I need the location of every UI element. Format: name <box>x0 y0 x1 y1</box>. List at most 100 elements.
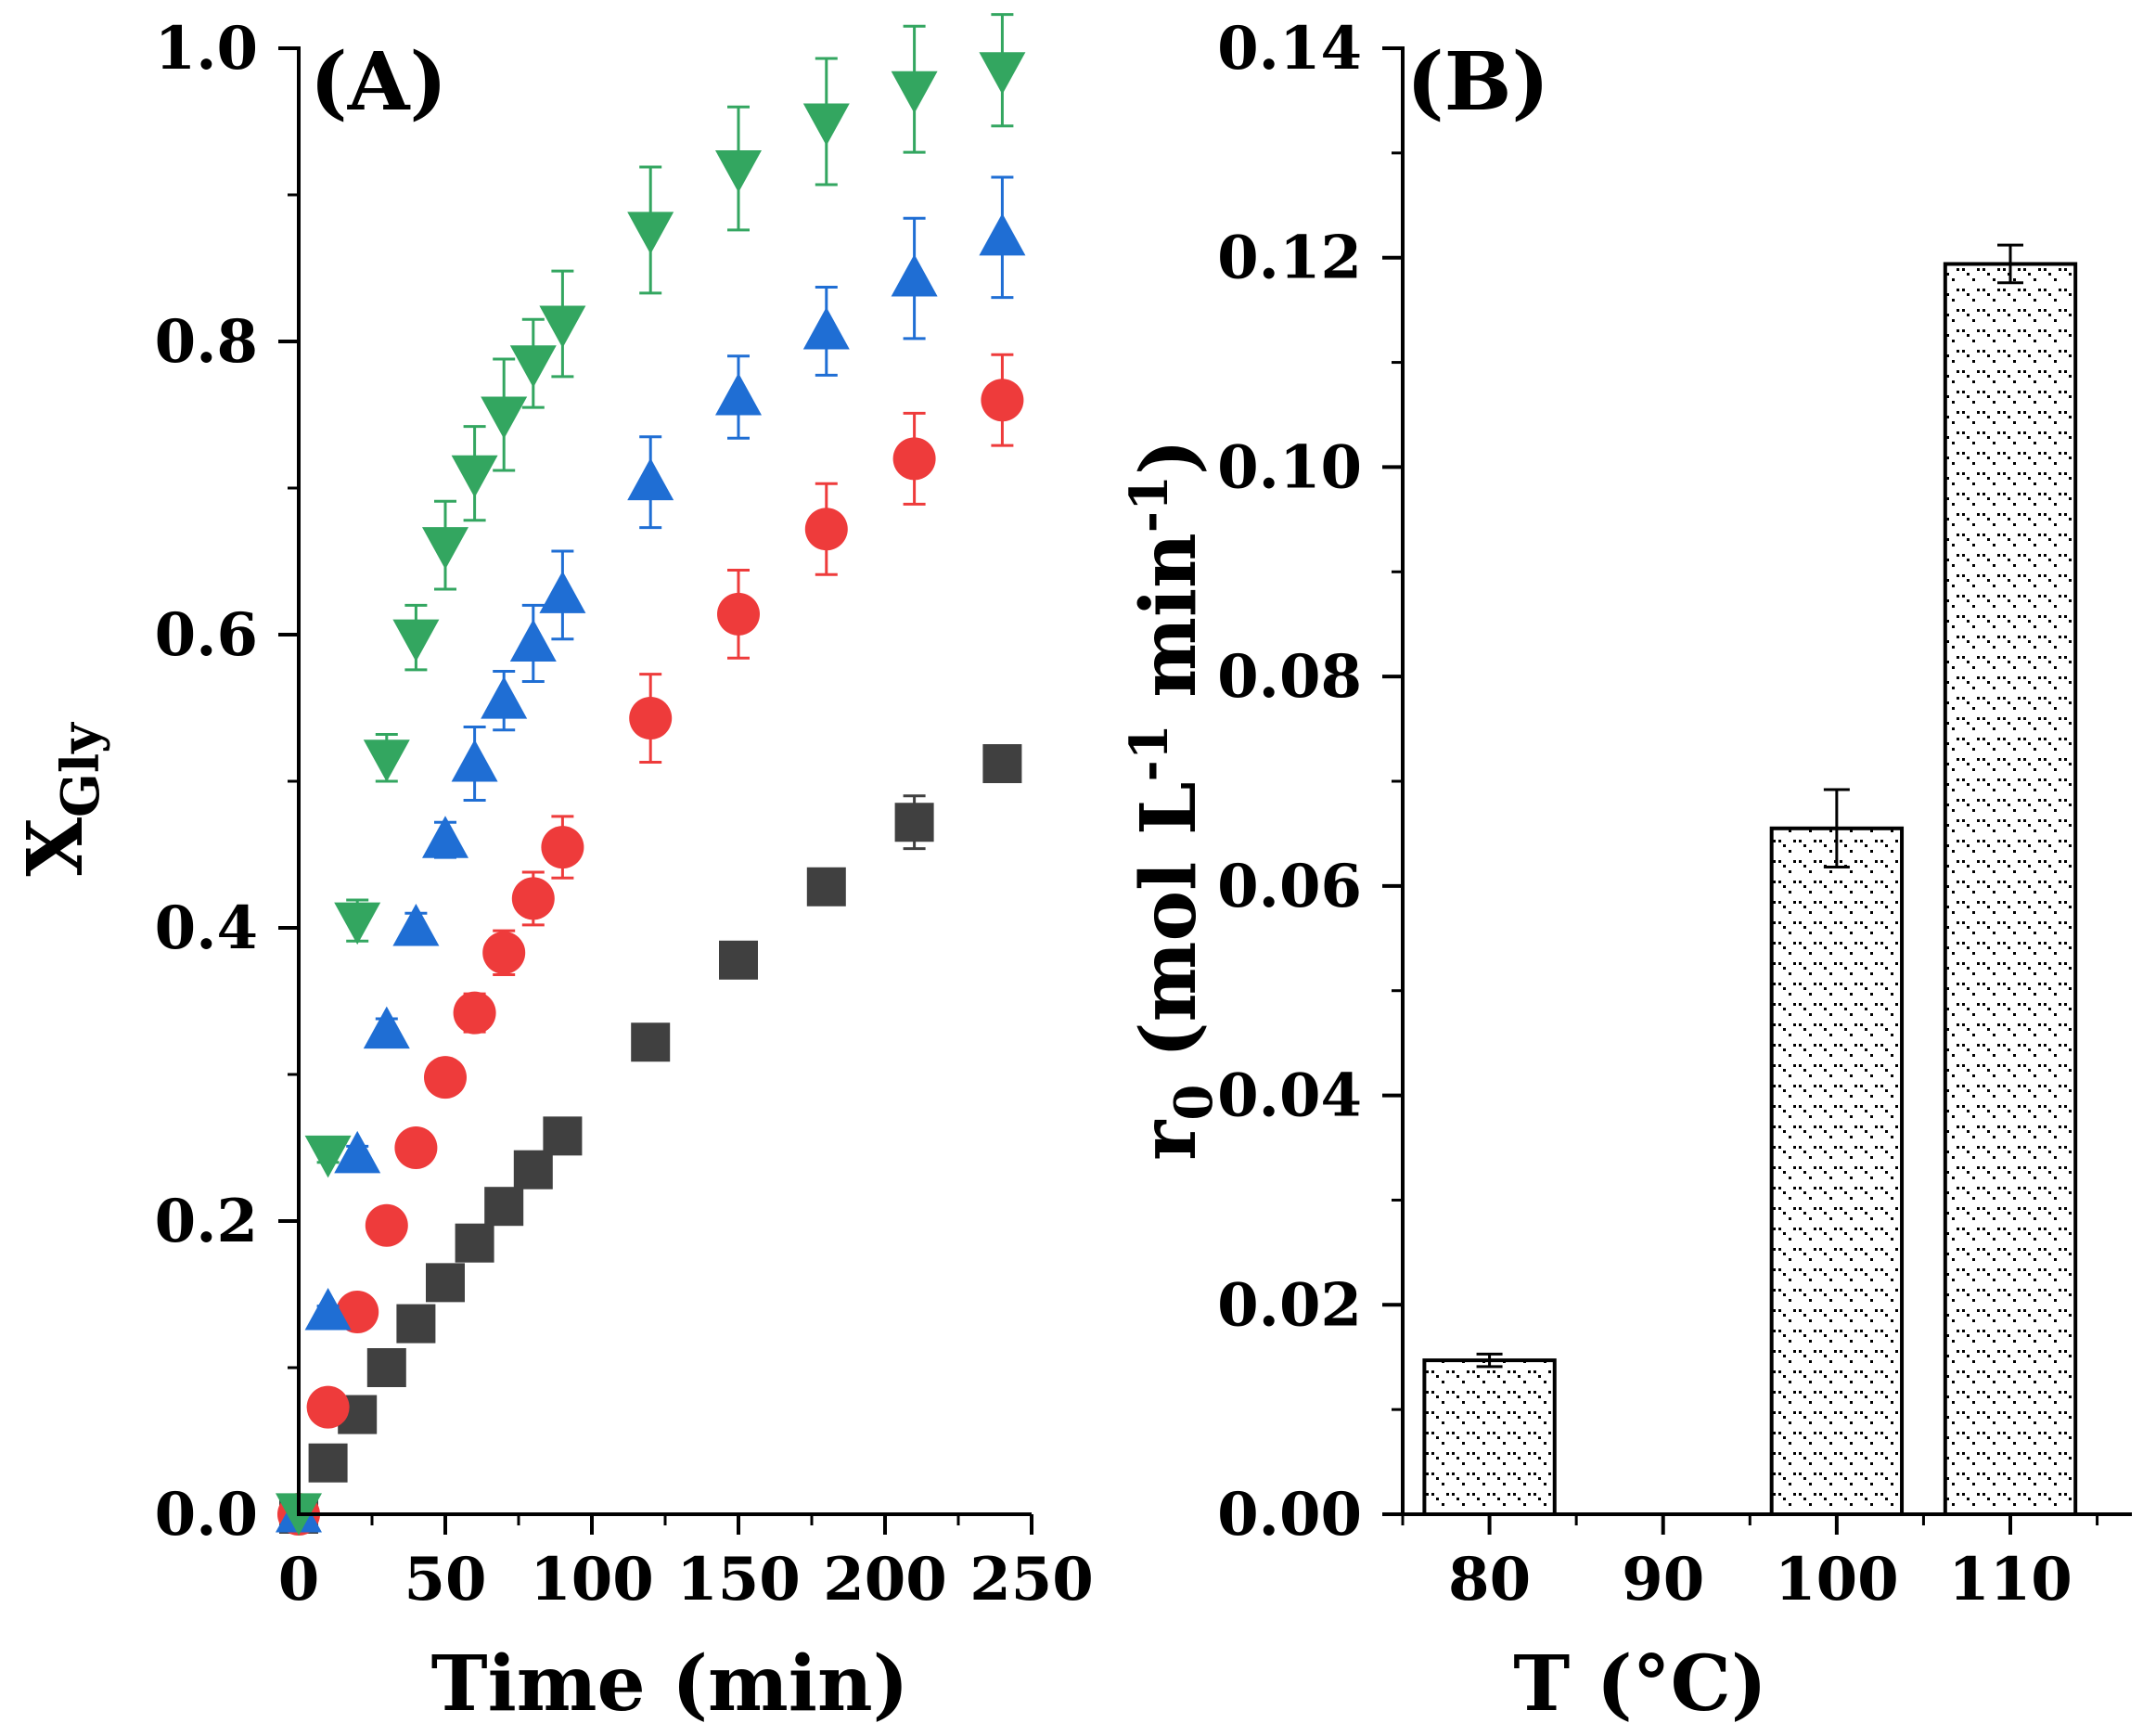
panel-b-y-axis-min: min <box>1124 533 1213 724</box>
panel-a-x-tick-label: 200 <box>823 1545 947 1614</box>
panel-b-y-axis-close: ) <box>1124 439 1213 475</box>
data-point-square <box>484 1187 524 1227</box>
data-point-triangle-down <box>334 902 381 945</box>
data-point-circle <box>981 379 1024 422</box>
data-point-circle <box>717 592 760 636</box>
data-point-triangle-down <box>481 396 528 439</box>
panel-b-y-tick-label: 0.14 <box>1217 14 1362 84</box>
data-point-square <box>366 1348 406 1387</box>
data-point-triangle-up <box>451 739 498 782</box>
data-point-square <box>894 803 934 842</box>
data-point-square <box>455 1223 494 1263</box>
panel-a-y-tick-label: 1.0 <box>155 14 258 84</box>
data-point-square <box>426 1263 465 1303</box>
data-point-triangle-up <box>539 571 586 613</box>
data-point-circle <box>804 508 848 551</box>
panel-b-x-tick-label: 90 <box>1622 1545 1704 1614</box>
data-point-circle <box>394 1126 438 1169</box>
panel-b-y-tick-labels: 0.00 0.02 0.04 0.06 0.08 0.10 0.12 0.14 <box>1217 14 1362 1550</box>
panel-b-y-tick-label: 0.04 <box>1217 1061 1362 1131</box>
panel-b-bars <box>1422 243 2078 1516</box>
data-point-triangle-up <box>304 1287 352 1331</box>
panel-b-y-axis-title: r0 (mol L-1 min-1) <box>1119 439 1225 1161</box>
data-point-circle <box>892 437 936 481</box>
panel-b-x-tick-labels: 80 90 100 110 <box>1448 1545 2072 1614</box>
bar-100 <box>1769 826 1905 1516</box>
data-point-circle <box>482 931 526 974</box>
panel-b-y-tick-label: 0.10 <box>1217 432 1362 502</box>
data-point-square <box>543 1116 583 1156</box>
panel-b-y-tick-label: 0.12 <box>1217 224 1362 293</box>
panel-b-y-axis-sup1: -1 <box>1119 724 1180 781</box>
panel-b-y-tick-label: 0.06 <box>1217 852 1362 921</box>
panel-b-y-tick-label: 0.08 <box>1217 642 1362 712</box>
bar-80 <box>1422 1358 1557 1516</box>
data-point-triangle-up <box>979 212 1026 256</box>
data-point-triangle-down <box>363 739 410 782</box>
data-point-triangle-up <box>627 457 674 501</box>
panel-b-x-tick-label: 110 <box>1948 1545 2072 1614</box>
panel-a-x-tick-label: 100 <box>530 1545 654 1614</box>
panel-b-label: (B) <box>1406 35 1549 129</box>
panel-a-x-tick-label: 250 <box>969 1545 1094 1614</box>
panel-a-y-tick-labels: 0.0 0.2 0.4 0.6 0.8 1.0 <box>155 14 258 1550</box>
data-point-circle <box>511 877 555 920</box>
data-point-triangle-down <box>451 455 498 498</box>
data-point-triangle-down <box>509 345 557 388</box>
panel-a: 0 50 100 150 200 250 0.0 0.2 0.4 0.6 0.8 1.0 (A) T… <box>11 13 1094 1729</box>
panel-a-axes <box>297 46 1032 1516</box>
panel-a-label: (A) <box>310 35 447 129</box>
data-point-triangle-up <box>715 373 762 416</box>
data-point-triangle-up <box>392 904 440 946</box>
svg-text:XGly: XGly <box>11 722 111 877</box>
series-3 <box>276 175 1026 1533</box>
panel-b-x-tick-label: 80 <box>1448 1545 1531 1614</box>
panel-a-x-tick-label: 0 <box>278 1545 320 1614</box>
panel-a-y-axis-sub: Gly <box>50 722 111 817</box>
svg-text:r0 (mol L-1 min-1): r0 (mol L-1 min-1) <box>1119 439 1225 1161</box>
data-point-triangle-up <box>422 816 468 858</box>
data-point-triangle-down <box>802 103 850 146</box>
series-1 <box>279 744 1022 1534</box>
panel-a-x-tick-labels: 0 50 100 150 200 250 <box>278 1545 1094 1614</box>
data-point-circle <box>629 697 673 740</box>
data-point-circle <box>365 1203 408 1247</box>
panel-a-y-tick-label: 0.6 <box>155 600 258 670</box>
data-point-circle <box>424 1056 467 1099</box>
data-point-triangle-down <box>539 305 586 349</box>
panel-a-y-tick-label: 0.4 <box>155 894 258 963</box>
panel-a-y-axis-main: X <box>11 817 100 877</box>
data-point-triangle-down <box>627 212 674 254</box>
data-point-square <box>396 1304 436 1344</box>
data-point-circle <box>541 826 584 869</box>
panel-a-y-tick-label: 0.8 <box>155 307 258 377</box>
panel-a-x-tick-label: 50 <box>404 1545 486 1614</box>
panel-b-y-axis-sub: 0 <box>1163 1085 1225 1121</box>
panel-b-y-tick-label: 0.02 <box>1217 1270 1362 1340</box>
data-point-triangle-up <box>891 254 938 297</box>
panel-b-x-axis-title: T (°C) <box>1513 1640 1766 1729</box>
panel-b: 80 90 100 110 0.000.020.040.060.080.100.120… <box>1119 14 2132 1729</box>
data-point-triangle-up <box>802 306 850 350</box>
panel-b-y-axis-units: (mol L <box>1124 782 1213 1085</box>
data-point-square <box>308 1443 348 1483</box>
data-point-triangle-up <box>509 619 557 662</box>
panel-a-y-tick-label: 0.2 <box>155 1187 258 1256</box>
panel-a-x-axis-title: Time (min) <box>431 1640 909 1729</box>
data-point-triangle-up <box>481 676 528 719</box>
data-point-triangle-down <box>715 150 762 193</box>
data-point-triangle-down <box>891 71 938 114</box>
data-point-circle <box>453 991 496 1035</box>
data-point-circle <box>306 1385 350 1429</box>
data-point-triangle-down <box>392 619 440 662</box>
data-point-triangle-up <box>334 1130 381 1174</box>
bar-110 <box>1943 262 2078 1516</box>
panel-b-axes <box>1401 46 2132 1516</box>
data-point-square <box>719 940 758 980</box>
panel-b-x-tick-label: 100 <box>1775 1545 1899 1614</box>
panel-a-y-axis-title: XGly <box>11 722 111 877</box>
data-point-triangle-up <box>363 1006 410 1049</box>
data-point-square <box>513 1150 553 1189</box>
panel-b-y-axis-sup2: -1 <box>1119 475 1180 533</box>
